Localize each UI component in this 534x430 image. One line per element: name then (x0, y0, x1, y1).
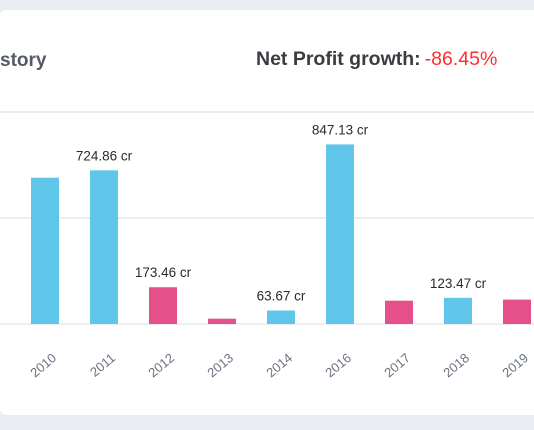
bar-2010[interactable] (31, 177, 59, 324)
value-label-2014: 63.67 cr (257, 289, 306, 304)
value-label-2016: 847.13 cr (312, 122, 369, 137)
x-tick-label-2011: 2011 (87, 350, 118, 379)
net-profit-growth: Net Profit growth: -86.45% (256, 48, 497, 71)
bar-2011[interactable] (90, 170, 118, 324)
net-profit-growth-label: Net Profit growth: (256, 48, 421, 70)
net-profit-growth-value: -86.45% (424, 48, 498, 70)
bar-2012[interactable] (149, 287, 177, 324)
x-tick-label-2018: 2018 (440, 350, 472, 380)
bar-2019[interactable] (503, 299, 531, 324)
x-tick-label-2017: 2017 (381, 350, 413, 380)
x-tick-label-2010: 2010 (27, 350, 59, 380)
value-label-2011: 724.86 cr (76, 148, 133, 163)
bar-2018[interactable] (444, 297, 472, 324)
x-tick-label-2013: 2013 (204, 350, 236, 380)
bar-2014[interactable] (267, 310, 295, 324)
x-tick-label-2016: 2016 (322, 350, 354, 380)
x-tick-label-2012: 2012 (145, 350, 177, 380)
profit-history-card (0, 10, 534, 415)
bar-2016[interactable] (326, 144, 354, 324)
value-label-2012: 173.46 cr (135, 265, 192, 280)
x-tick-label-2019: 2019 (499, 350, 531, 380)
card-title: story (0, 50, 47, 71)
bar-2013[interactable] (208, 318, 236, 324)
value-label-2018: 123.47 cr (430, 276, 487, 291)
bar-2017[interactable] (385, 300, 413, 324)
x-tick-label-2014: 2014 (263, 350, 295, 380)
